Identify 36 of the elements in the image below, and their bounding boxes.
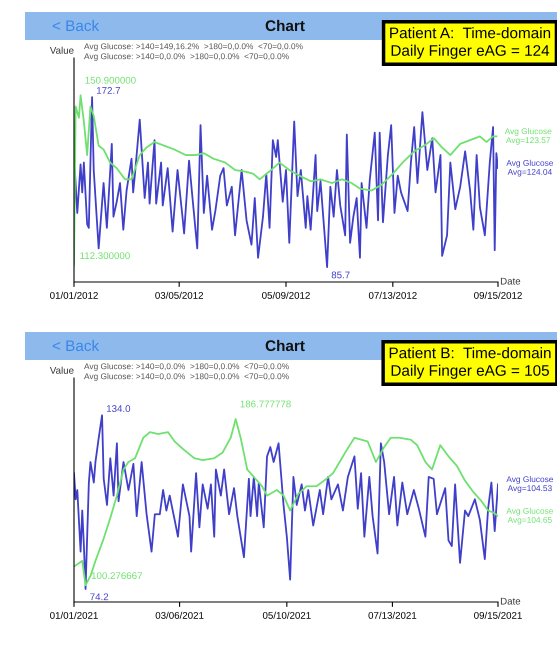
annotation: 85.7	[332, 271, 350, 278]
series-label: Avg Glucose Avg=104.65	[506, 508, 554, 525]
x-tick-label: 07/13/2012	[368, 292, 417, 299]
y-axis-title: Value	[50, 366, 74, 374]
annotation: 112.300000	[80, 252, 130, 260]
x-tick-label: 05/09/2012	[262, 292, 310, 299]
series-label: Avg Glucose Avg=104.53	[506, 476, 554, 493]
text: Avg Glucose: >140=0,0.0% >180=0,0.0% <70=0,0.0%	[84, 363, 289, 371]
x-tick-label: 03/05/2012	[155, 292, 204, 299]
x-tick-label: 09/15/2021	[474, 612, 522, 619]
text: Chart	[266, 340, 305, 352]
x-tick-label: 03/06/2021	[156, 612, 204, 619]
x-axis-title: Date	[500, 278, 520, 285]
text: Avg Glucose: >140=149,16.2% >180=0,0.0% <70=0,0.0%	[84, 43, 303, 51]
x-tick-label: 01/01/2012	[50, 292, 98, 299]
x-tick-label: 05/10/2021	[262, 612, 311, 619]
text: Avg Glucose: >140=0,0.0% >180=0,0.0% <70=0,0.0%	[84, 373, 289, 381]
x-axis-title: Date	[500, 598, 520, 605]
series-label: Avg Glucose Avg=123.57	[504, 128, 552, 145]
series-label: Avg Glucose Avg=124.04	[506, 160, 554, 177]
annotation: 172.7	[96, 87, 120, 94]
x-tick-label: 01/01/2021	[50, 612, 98, 619]
x-tick-label: 07/13/2021	[368, 612, 416, 619]
annotation: 186.777778	[240, 400, 291, 408]
annotation: 150.900000	[85, 76, 136, 84]
text: < Back	[52, 340, 100, 352]
annotation: 74.2	[90, 593, 108, 600]
chart-title: Patient B: Time-domain Daily Finger eAG = 105	[390, 347, 551, 379]
annotation: 134.0	[106, 405, 130, 412]
annotation: 100.276667	[92, 572, 142, 580]
x-tick-label: 09/15/2012	[474, 292, 522, 299]
text: < Back	[52, 20, 100, 32]
chart-title: Patient A: Time-domain Daily Finger eAG = 124	[390, 27, 550, 59]
y-axis-title: Value	[50, 46, 74, 54]
text: Chart	[266, 20, 305, 32]
text: Avg Glucose: >140=0,0.0% >180=0,0.0% <70=0,0.0%	[84, 53, 289, 61]
